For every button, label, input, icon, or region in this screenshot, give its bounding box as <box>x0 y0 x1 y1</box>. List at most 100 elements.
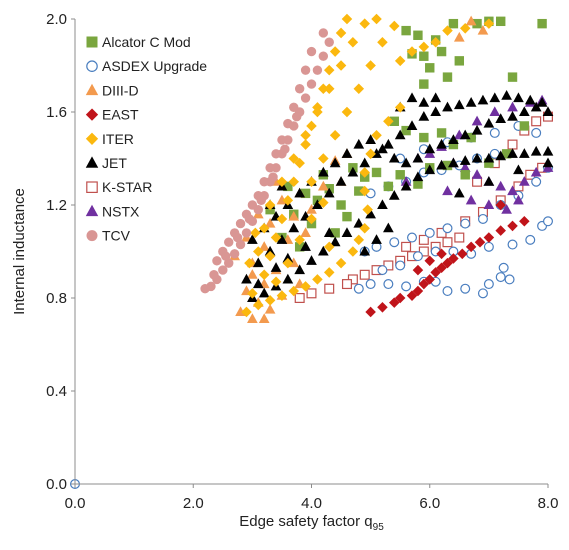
data-point-alcator-c-mod <box>436 128 447 138</box>
data-point-tcv <box>306 46 317 57</box>
data-point-alcator-c-mod <box>448 18 459 29</box>
data-point-tcv <box>280 144 290 154</box>
data-point-tcv <box>218 265 228 275</box>
data-point-jet <box>341 227 353 237</box>
data-point-jet <box>388 190 400 200</box>
data-point-asdex-upgrade <box>531 176 542 187</box>
data-point-jet <box>412 152 424 163</box>
data-point-jet <box>483 176 495 186</box>
data-point-iter <box>359 167 370 178</box>
data-point-east <box>519 216 530 227</box>
data-point-nstx <box>507 101 518 112</box>
data-point-iter <box>362 204 373 215</box>
data-point-iter <box>377 36 388 48</box>
data-point-tcv <box>221 251 231 261</box>
data-point-alcator-c-mod <box>419 79 429 89</box>
data-point-tcv <box>277 135 287 145</box>
data-point-iter <box>312 106 323 118</box>
data-point-asdex-upgrade <box>353 283 364 294</box>
legend-marker-jet <box>85 156 99 168</box>
data-point-alcator-c-mod <box>371 167 382 178</box>
data-point-jet <box>501 90 512 100</box>
data-point-iter <box>359 222 370 234</box>
data-point-jet <box>507 110 518 121</box>
data-point-jet <box>365 134 376 144</box>
data-point-jet <box>341 148 353 158</box>
data-point-jet <box>530 145 542 156</box>
data-point-asdex-upgrade <box>498 262 509 273</box>
data-point-asdex-upgrade <box>477 288 488 299</box>
data-point-jet <box>542 145 554 156</box>
legend-marker-asdex-upgrade <box>86 60 98 72</box>
data-point-iter <box>406 46 418 57</box>
data-point-nstx <box>471 115 483 126</box>
data-point-diii-d <box>317 180 329 191</box>
data-point-iter <box>288 153 300 164</box>
data-point-nstx <box>471 169 483 179</box>
data-point-jet <box>448 157 459 168</box>
data-point-jet <box>519 106 530 117</box>
data-point-iter <box>353 83 365 95</box>
data-point-jet <box>459 155 471 165</box>
data-point-jet <box>377 199 388 210</box>
data-point-tcv <box>209 270 219 280</box>
data-point-iter <box>294 157 305 169</box>
data-point-jet <box>530 101 542 112</box>
data-point-iter <box>250 227 261 239</box>
data-point-iter <box>359 18 370 29</box>
data-point-east <box>495 199 506 211</box>
data-point-iter <box>247 288 258 299</box>
data-point-jet <box>347 166 359 177</box>
data-point-tcv <box>306 79 317 89</box>
data-point-nstx <box>483 199 495 210</box>
data-point-jet <box>542 106 554 117</box>
data-point-jet <box>495 113 507 124</box>
legend: Alcator C Mod ASDEX Upgrade DIII-D EAST ITER… <box>85 34 207 244</box>
data-point-iter <box>318 197 329 208</box>
legend-label-nstx: NSTX <box>102 203 140 219</box>
data-point-alcator-c-mod <box>460 170 470 180</box>
data-point-iter <box>323 241 335 253</box>
data-point-asdex-upgrade <box>483 241 494 252</box>
data-point-asdex-upgrade <box>412 251 423 262</box>
data-point-jet <box>252 257 264 268</box>
data-point-diii-d <box>453 31 465 42</box>
data-point-jet <box>329 157 341 168</box>
data-point-k-star <box>359 269 370 280</box>
legend-marker-east <box>85 108 99 121</box>
data-point-jet <box>383 222 394 233</box>
data-point-alcator-c-mod <box>454 56 465 66</box>
data-point-tcv <box>318 51 329 61</box>
data-point-asdex-upgrade <box>504 274 515 285</box>
data-point-jet <box>317 245 329 256</box>
data-point-jet <box>513 92 524 103</box>
data-point-alcator-c-mod <box>413 30 423 40</box>
data-point-diii-d <box>300 227 311 237</box>
data-point-jet <box>388 152 400 163</box>
data-point-iter <box>276 176 288 188</box>
data-point-iter <box>335 60 347 71</box>
data-point-asdex-upgrade <box>542 216 553 227</box>
data-point-iter <box>442 25 453 36</box>
data-point-k-star <box>341 279 352 290</box>
data-point-jet <box>353 138 365 149</box>
data-point-jet <box>483 117 495 128</box>
data-point-iter <box>389 20 400 32</box>
data-point-jet <box>448 134 459 144</box>
data-point-alcator-c-mod <box>342 211 352 222</box>
data-point-asdex-upgrade <box>383 279 394 290</box>
data-point-jet <box>536 97 548 107</box>
data-point-alcator-c-mod <box>401 125 411 136</box>
data-point-iter <box>306 176 317 188</box>
data-point-iter <box>341 106 353 118</box>
data-point-iter <box>258 269 270 281</box>
data-point-tcv <box>247 200 258 210</box>
legend-marker-diii-d <box>85 83 99 96</box>
data-point-alcator-c-mod <box>507 72 518 82</box>
data-point-asdex-upgrade <box>483 279 494 290</box>
data-point-tcv <box>265 163 275 173</box>
data-point-jet <box>406 92 418 103</box>
data-point-iter <box>394 102 406 113</box>
data-point-jet <box>430 92 442 103</box>
data-point-nstx <box>507 185 518 196</box>
